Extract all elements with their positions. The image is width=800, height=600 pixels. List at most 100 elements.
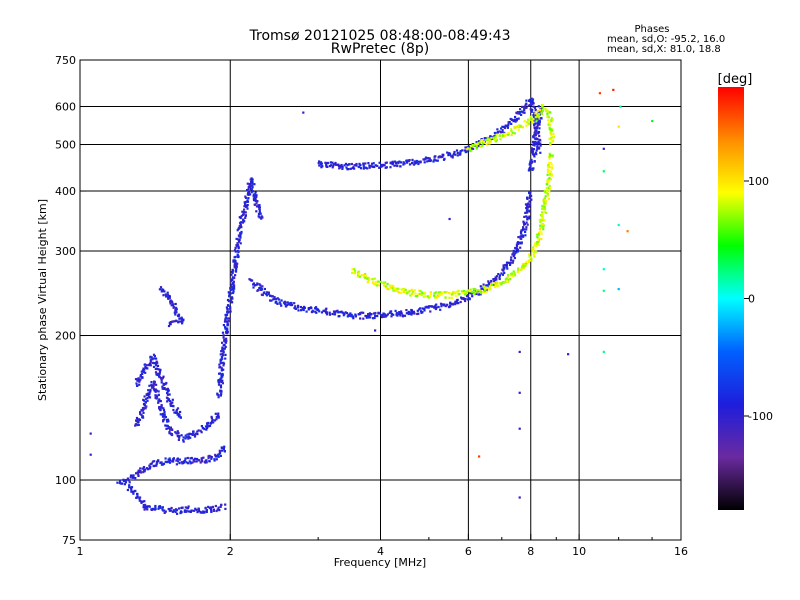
data-point-X-low bbox=[537, 243, 540, 247]
data-point-F1-cusp bbox=[224, 316, 228, 319]
data-point-F1-tail bbox=[516, 241, 520, 244]
data-point-X-low bbox=[354, 271, 357, 274]
data-point-F2-O bbox=[368, 166, 371, 169]
data-point-F1-cusp bbox=[221, 341, 224, 344]
data-point-lower-ramp-2 bbox=[139, 412, 142, 416]
x-axis-ticks: 1 2 4 6 8 10 16 bbox=[77, 534, 688, 558]
data-point-lower-ramp-2 bbox=[187, 435, 190, 438]
data-point-X-high bbox=[525, 124, 528, 127]
data-point-lower-ramp-2 bbox=[215, 418, 218, 421]
data-point-F-upper-vertical bbox=[529, 164, 532, 168]
data-point-F1-tail bbox=[279, 302, 282, 305]
data-point-F2-O bbox=[536, 145, 539, 149]
data-point-X-low bbox=[408, 290, 411, 293]
data-point-lower-ramp bbox=[118, 482, 121, 485]
data-point-F2-O bbox=[441, 155, 444, 158]
data-point-X-low bbox=[490, 283, 494, 287]
data-point-X-low bbox=[482, 290, 485, 293]
data-point-E-trace bbox=[141, 376, 144, 379]
data-point-sporadic-low bbox=[220, 503, 223, 506]
data-point-X-low bbox=[360, 274, 363, 277]
data-point-F1-tail bbox=[316, 308, 319, 312]
data-point-F1-tail bbox=[479, 293, 482, 296]
data-point-F1-cusp bbox=[227, 310, 230, 313]
data-point-F1-cusp bbox=[229, 310, 232, 313]
data-point-lower-ramp-2 bbox=[214, 412, 217, 415]
data-point-F2-O bbox=[453, 150, 456, 154]
data-point-lower-ramp-2 bbox=[216, 413, 219, 416]
data-point-sporadic-low bbox=[224, 507, 227, 510]
data-point-F2-O bbox=[484, 137, 487, 140]
data-point-F1-tail bbox=[341, 311, 344, 314]
x-tick-label: 1 bbox=[77, 545, 84, 558]
data-point-X-low bbox=[385, 287, 388, 290]
data-point-sporadic-low bbox=[205, 508, 208, 512]
data-point-F1-cusp bbox=[218, 372, 221, 375]
data-point-F1-cusp bbox=[221, 375, 224, 378]
data-point-lower-ramp-2 bbox=[136, 423, 139, 427]
data-point-F2-O bbox=[489, 135, 492, 138]
data-point-F1-cusp bbox=[232, 280, 235, 283]
data-point-F1-tail bbox=[526, 196, 529, 199]
data-point-X-low bbox=[390, 284, 394, 287]
data-point-F2-O bbox=[536, 147, 539, 150]
data-point-F1-tail bbox=[324, 308, 327, 311]
data-point-F1-tail bbox=[486, 284, 490, 287]
data-point-F-upper-vertical bbox=[534, 151, 537, 154]
data-point-X-high bbox=[507, 132, 510, 135]
data-point-F1-tail bbox=[325, 311, 329, 314]
data-point-F1-tail bbox=[464, 297, 467, 301]
data-point-lower-ramp-2 bbox=[165, 424, 168, 427]
data-point-lower-ramp bbox=[176, 457, 179, 461]
data-point-F1-tail bbox=[297, 304, 300, 307]
data-point-F1-cusp bbox=[230, 283, 233, 286]
data-point-F2-O bbox=[535, 149, 538, 152]
data-point-F2-O bbox=[428, 157, 431, 160]
data-point-X-high bbox=[548, 128, 551, 131]
data-point-F2-O bbox=[454, 153, 457, 156]
data-point-X-high bbox=[535, 116, 538, 119]
data-point-F1-cusp bbox=[226, 328, 229, 332]
data-point-F1-tail bbox=[376, 314, 379, 318]
data-point-F1-tail bbox=[469, 291, 473, 294]
data-point-lower-ramp bbox=[162, 462, 166, 465]
data-point-X-high bbox=[523, 120, 526, 123]
data-point-F2-O bbox=[470, 146, 473, 149]
data-point-X-low bbox=[398, 291, 401, 294]
data-point-X-low bbox=[429, 295, 432, 298]
data-point-F1-cusp bbox=[243, 210, 246, 214]
data-point-lower-ramp bbox=[124, 481, 127, 484]
data-point-F1-cusp bbox=[217, 378, 221, 382]
data-point-F1-tail bbox=[513, 253, 516, 257]
data-point-F1-tail bbox=[274, 301, 277, 304]
data-point-F2-O bbox=[539, 144, 542, 147]
data-point-X-low bbox=[392, 289, 395, 292]
data-point-lower-ramp bbox=[137, 473, 140, 476]
data-point-lower-ramp-2 bbox=[155, 389, 158, 392]
data-point-sporadic-low bbox=[217, 506, 220, 509]
data-point-F1-tail bbox=[266, 291, 269, 294]
data-point-E-trace bbox=[139, 375, 142, 378]
data-point-F2-O bbox=[451, 154, 454, 157]
data-point-F-upper-vertical bbox=[531, 160, 534, 163]
data-point-lower-ramp-2 bbox=[143, 395, 146, 398]
data-point-lower-ramp bbox=[185, 461, 188, 464]
data-point-isolated bbox=[598, 92, 601, 95]
data-point-F1-tail bbox=[386, 313, 389, 316]
data-point-lower-ramp bbox=[150, 462, 153, 465]
data-point-X-low bbox=[549, 153, 552, 156]
data-point-F-upper-vertical bbox=[537, 105, 540, 108]
data-point-X-low bbox=[406, 292, 409, 295]
data-point-X-low bbox=[435, 295, 438, 299]
data-point-E-trace bbox=[154, 371, 158, 374]
data-point-lower-ramp-2 bbox=[178, 436, 181, 439]
data-point-F1-tail bbox=[520, 237, 523, 240]
data-point-F1-tail bbox=[515, 247, 518, 251]
data-point-F2-O bbox=[512, 120, 515, 123]
data-point-F1-cusp bbox=[233, 284, 236, 287]
data-point-F2-O bbox=[443, 157, 446, 160]
data-point-X-low bbox=[395, 289, 398, 292]
data-point-F1-tail bbox=[528, 203, 531, 206]
data-point-E-trace bbox=[165, 381, 168, 385]
data-point-F2-O bbox=[349, 167, 352, 170]
